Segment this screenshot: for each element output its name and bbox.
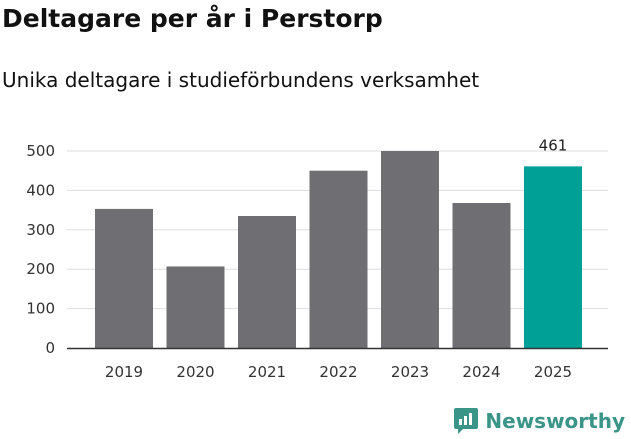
bar-chart: 0 100 200 300 400 500 2019 2020 2021 2022 2023 202… <box>26 136 608 381</box>
y-tick-label: 400 <box>26 181 55 199</box>
x-tick-label: 2021 <box>248 363 286 381</box>
x-tick-label: 2024 <box>462 363 500 381</box>
y-axis-labels: 0 100 200 300 400 500 <box>26 142 55 357</box>
y-tick-label: 0 <box>45 339 55 357</box>
bar-2021 <box>238 216 296 348</box>
brand-logo: Newsworthy <box>453 407 625 435</box>
bar-2022 <box>309 170 368 348</box>
data-label: 461 <box>539 136 568 154</box>
x-axis-labels: 2019 2020 2021 2022 2023 2024 2025 <box>105 363 572 381</box>
bar-2020 <box>166 266 225 348</box>
brand-name: Newsworthy <box>485 409 625 433</box>
x-tick-label: 2020 <box>176 363 214 381</box>
x-tick-label: 2023 <box>391 363 429 381</box>
data-labels: 461 <box>539 136 568 154</box>
newsworthy-logo-icon <box>454 408 479 434</box>
chart-title: Deltagare per år i Perstorp <box>2 4 383 33</box>
bar-2019 <box>95 208 153 348</box>
bar-2024 <box>452 203 511 348</box>
y-tick-label: 500 <box>26 142 55 160</box>
x-tick-label: 2019 <box>105 363 143 381</box>
y-tick-label: 300 <box>26 221 55 239</box>
bar-2023 <box>381 151 439 348</box>
x-tick-label: 2022 <box>319 363 357 381</box>
chart-subtitle: Unika deltagare i studieförbundens verks… <box>2 68 480 92</box>
bar-2025 <box>524 166 582 348</box>
y-tick-label: 200 <box>26 260 55 278</box>
x-tick-label: 2025 <box>534 363 572 381</box>
y-tick-label: 100 <box>26 300 55 318</box>
bars <box>95 151 582 348</box>
